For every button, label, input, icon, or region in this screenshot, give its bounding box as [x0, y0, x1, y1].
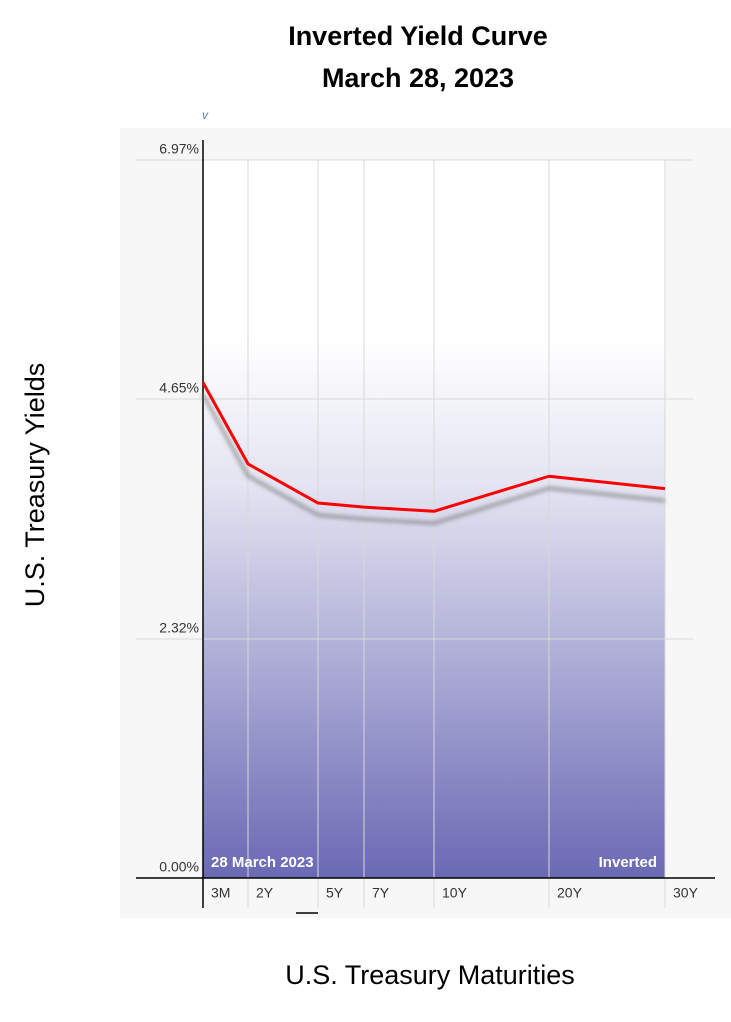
series-label: 28 March 2023 [211, 854, 314, 871]
x-tick-label: 3M [211, 885, 230, 901]
x-tick-label: 5Y [326, 885, 344, 901]
x-tick-label: 2Y [256, 885, 274, 901]
y-tick-label: 2.32% [159, 620, 199, 636]
x-tick-label: 20Y [557, 885, 583, 901]
x-axis-title: U.S. Treasury Maturities [285, 960, 575, 990]
y-axis-title: U.S. Treasury Yields [20, 363, 50, 608]
series-line [201, 381, 666, 513]
y-tick-label: 4.65% [159, 380, 199, 396]
x-tick-label: 10Y [442, 885, 468, 901]
x-tick-label: 30Y [673, 885, 699, 901]
x-tick-label: 7Y [372, 885, 390, 901]
chart-subtitle: March 28, 2023 [322, 63, 514, 93]
status-label: Inverted [599, 854, 657, 871]
y-tick-label: 6.97% [159, 141, 199, 157]
y-tick-label: 0.00% [159, 859, 199, 875]
chart-title: Inverted Yield Curve [288, 21, 548, 51]
marker-label: v [202, 108, 209, 122]
